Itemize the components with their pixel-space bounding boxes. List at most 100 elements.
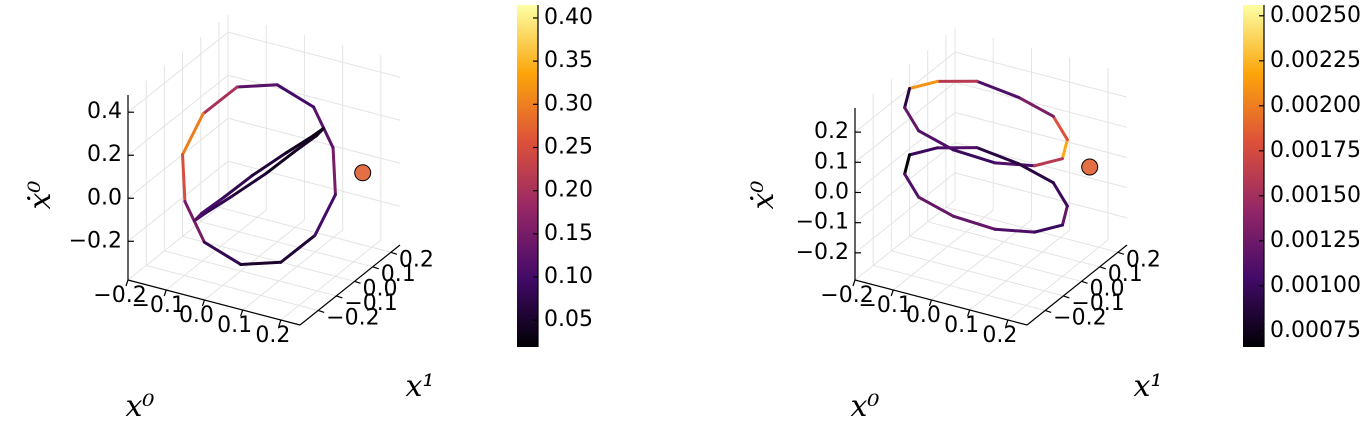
grid-line [200,221,373,268]
tick [967,309,971,317]
marker [354,164,372,182]
y-tick-label: 0.1 [381,262,416,287]
tick [1081,280,1088,284]
z-axis-label: ẋ⁰ [23,181,58,210]
x-tick-label: 0.2 [982,323,1017,348]
grid-line [204,219,305,301]
trajectory-segment [313,193,337,237]
grid-line [954,81,1128,128]
x-tick-label: −0.1 [132,293,185,318]
tick [890,289,894,297]
trajectory-segment [201,85,239,116]
trajectory-segment [331,146,337,197]
z-tick-label: 0.0 [87,185,122,210]
tick [163,289,167,297]
z-axis-label: ẋ⁰ [746,181,781,210]
grid-line [854,142,956,224]
x-axis-label: x⁰ [126,389,155,424]
tick [201,299,206,307]
y-axis-label: x¹ [406,369,435,404]
trajectory-segment [975,146,1021,166]
x-tick-label: 0.0 [906,303,941,328]
z-tick-label: 0.2 [87,142,122,167]
trajectory-segment [1017,162,1055,185]
grid-line [227,31,401,78]
trajectory-segment [951,214,997,231]
trajectory-segment [279,233,317,264]
grid-line [280,239,382,321]
colorbar-tick-label: 0.15 [544,221,593,246]
tick [1117,251,1125,255]
z-tick-label: −0.2 [796,240,849,265]
colorbar [1243,5,1264,347]
tick [240,309,244,317]
grid-line [954,172,1128,219]
trajectory-segment [903,153,912,176]
colorbar-tick-label: 0.00150 [1270,183,1361,208]
tick [336,295,343,299]
colorbar-tick-label: 0.20 [544,178,593,203]
trajectory-segment [181,153,187,203]
trajectory-segment [235,83,279,89]
x-tick-label: −0.2 [820,283,873,308]
colorbar-tick-label: 0.30 [544,91,593,116]
trajectory-segment [181,112,205,157]
tick [390,251,398,255]
colorbar-tick-label: 0.00225 [1270,48,1361,73]
grid-line [954,51,1128,98]
trajectory-segment [1017,95,1055,118]
y-tick-label: 0.1 [1108,262,1143,287]
y-tick-label: 0.0 [1090,276,1125,301]
colorbar-tick-label: 0.00075 [1270,318,1361,343]
trajectory-segment [1033,223,1064,234]
colorbar-tick-label: 0.25 [544,135,593,160]
trajectory-segment [314,127,325,138]
grid-line [127,74,229,156]
trajectory-segment [1060,138,1069,161]
trajectory-segment [1051,114,1069,142]
trajectory-segment [908,146,939,157]
grid-line [227,160,401,207]
trajectory-segment [200,195,226,215]
grid-line [164,250,337,297]
grid-line [127,117,229,199]
colorbar [517,5,538,347]
y-tick-label: 0.2 [399,247,434,272]
trajectory-segment [1060,204,1069,227]
trajectory-segment [292,134,318,154]
trajectory-segment [1033,157,1064,168]
tick [1044,309,1052,314]
axis-line [299,244,401,326]
trajectory-segment [917,195,955,218]
trajectory-segment [993,161,1037,168]
colorbar-tick-label: 0.40 [544,5,593,30]
grid-line [854,112,956,193]
y-tick-label: 0.0 [363,276,398,301]
y-axis-label: x¹ [1134,369,1163,404]
colorbar-tick-label: 0.00200 [1270,93,1361,118]
tick [1063,295,1070,299]
trajectory-segment [202,240,243,266]
trajectory-segment [239,260,283,266]
tick [1005,319,1009,327]
tick [125,279,129,287]
trajectory-segment [203,194,234,215]
grid-line [892,209,994,291]
tick [928,299,933,307]
grid-line [909,235,1082,282]
trajectory-segment [993,227,1037,234]
z-tick-label: 0.1 [814,149,849,174]
tick [278,319,282,327]
grid-line [945,206,1119,253]
trajectory-segment [275,83,316,109]
grid-line [242,229,343,311]
colorbar-tick-label: 0.05 [544,307,593,332]
grid-line [854,81,956,163]
axis-line [1026,244,1128,326]
trajectory-segment [230,172,268,198]
x-tick-label: −0.1 [859,293,912,318]
grid-line [1007,239,1109,321]
grid-line [954,112,1128,158]
